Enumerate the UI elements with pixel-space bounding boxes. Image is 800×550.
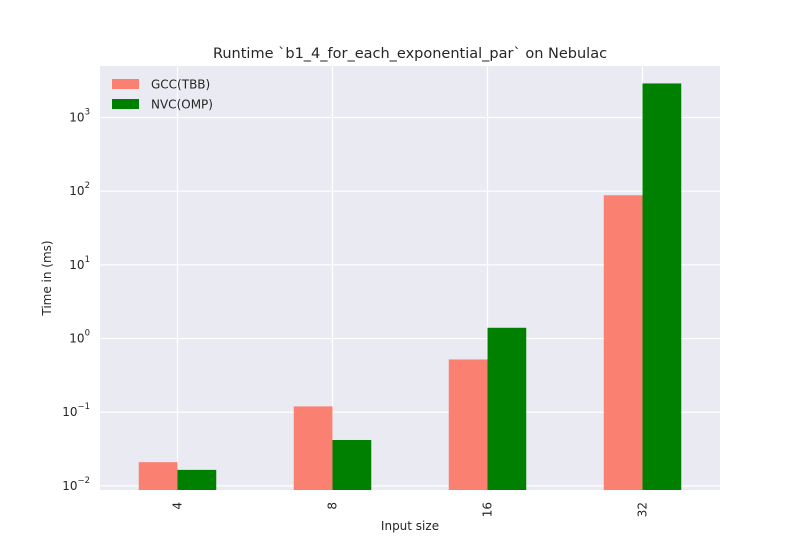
legend-swatch — [112, 79, 139, 89]
y-tick-label: 10−2 — [62, 476, 90, 493]
y-axis-ticks: 10−2 10−1 100 101 102 103 — [62, 108, 90, 493]
y-tick-label: 100 — [69, 329, 90, 346]
bar — [138, 462, 178, 490]
legend-label: GCC(TBB) — [151, 78, 210, 92]
x-tick-label: 32 — [636, 502, 650, 517]
x-tick-label: 8 — [326, 502, 340, 510]
bar — [487, 327, 527, 490]
x-tick-label: 16 — [481, 502, 495, 517]
y-tick-label: 10−1 — [62, 402, 90, 419]
y-tick-label: 101 — [69, 255, 90, 272]
chart-title: Runtime `b1_4_for_each_exponential_par` … — [213, 46, 607, 62]
y-tick-label: 102 — [69, 181, 90, 198]
bar — [293, 406, 333, 490]
bars — [138, 83, 682, 491]
x-axis-label: Input size — [381, 519, 439, 533]
bar — [177, 469, 217, 490]
bar — [603, 195, 643, 490]
x-axis-ticks: 4 8 16 32 — [171, 502, 650, 517]
bar — [642, 83, 682, 491]
y-tick-label: 103 — [69, 108, 90, 125]
y-axis-label: Time in (ms) — [40, 240, 54, 316]
legend: GCC(TBB) NVC(OMP) — [112, 78, 213, 112]
bar — [332, 439, 372, 490]
x-tick-label: 4 — [171, 502, 185, 510]
legend-swatch — [112, 99, 139, 109]
bar — [448, 359, 488, 490]
legend-label: NVC(OMP) — [151, 98, 213, 112]
